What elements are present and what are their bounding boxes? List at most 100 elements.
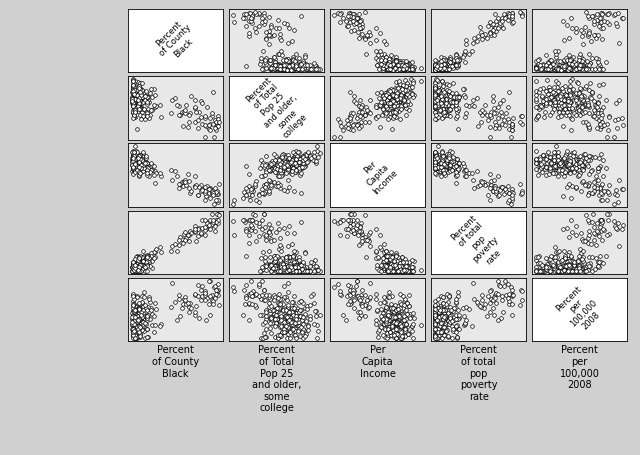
Point (204, 278, 214, 285)
Point (555, 159, 565, 167)
Point (441, 167, 451, 174)
Point (596, 119, 606, 126)
Point (432, 95, 442, 102)
Point (134, 172, 144, 179)
Point (129, 318, 140, 325)
Point (561, 65, 571, 72)
X-axis label: Percent
of Total
Pop 25
and older,
some
college: Percent of Total Pop 25 and older, some … (252, 345, 301, 414)
Point (300, 162, 310, 170)
Point (451, 168, 461, 175)
Point (329, 11, 339, 19)
Point (595, 216, 605, 223)
Point (460, 36, 470, 43)
Point (390, 96, 401, 104)
Point (388, 62, 398, 69)
Point (442, 80, 452, 87)
Point (275, 317, 285, 324)
Point (145, 298, 155, 305)
Point (298, 64, 308, 71)
Point (130, 106, 140, 114)
Point (137, 307, 147, 314)
Point (212, 217, 222, 224)
Point (388, 59, 399, 66)
Point (612, 225, 622, 233)
Point (399, 266, 410, 273)
Point (595, 62, 605, 70)
Point (547, 64, 557, 71)
Point (134, 268, 145, 275)
Point (276, 170, 286, 177)
Point (397, 66, 408, 73)
Point (142, 312, 152, 319)
Point (435, 60, 445, 67)
Point (506, 287, 516, 294)
Point (285, 266, 296, 273)
Point (391, 307, 401, 314)
Point (441, 111, 451, 119)
Point (268, 237, 278, 244)
Point (132, 323, 142, 330)
Point (238, 216, 248, 223)
Point (577, 91, 587, 98)
Point (488, 98, 498, 105)
Point (391, 61, 401, 68)
Point (129, 261, 140, 268)
Point (365, 279, 375, 287)
Point (562, 99, 572, 106)
Point (541, 52, 552, 59)
Point (278, 266, 288, 273)
Point (399, 62, 409, 70)
Point (473, 182, 483, 190)
Point (142, 98, 152, 106)
Point (433, 61, 444, 69)
Point (435, 103, 445, 110)
Point (557, 264, 568, 271)
Point (399, 87, 410, 94)
Point (507, 9, 517, 16)
Point (127, 268, 138, 275)
Point (537, 162, 547, 170)
Point (294, 325, 304, 332)
Point (290, 262, 300, 269)
Point (301, 330, 311, 338)
Point (190, 183, 200, 191)
Point (274, 260, 284, 267)
Point (439, 160, 449, 167)
Point (437, 85, 447, 92)
Point (289, 153, 299, 161)
Point (544, 83, 554, 91)
Point (246, 185, 256, 192)
Point (256, 254, 266, 261)
Point (379, 106, 389, 113)
Point (541, 87, 552, 95)
Point (554, 268, 564, 275)
Point (138, 256, 148, 263)
Point (145, 168, 156, 176)
Point (401, 79, 412, 86)
Point (547, 158, 557, 166)
Point (401, 61, 412, 69)
Point (552, 172, 563, 180)
Point (441, 66, 451, 73)
Point (436, 103, 446, 111)
Point (560, 158, 570, 166)
Point (292, 152, 302, 159)
Point (575, 99, 586, 106)
Point (135, 334, 145, 341)
Point (437, 96, 447, 103)
Point (200, 133, 210, 140)
Point (130, 103, 140, 111)
Point (208, 217, 218, 224)
Point (177, 304, 188, 312)
Point (387, 264, 397, 272)
Point (392, 265, 402, 273)
Point (142, 306, 152, 313)
Point (288, 268, 298, 275)
Point (564, 164, 575, 172)
Point (385, 109, 395, 116)
Point (550, 157, 561, 164)
Point (552, 268, 562, 275)
Point (289, 65, 300, 72)
Point (604, 113, 614, 120)
Point (548, 253, 558, 261)
